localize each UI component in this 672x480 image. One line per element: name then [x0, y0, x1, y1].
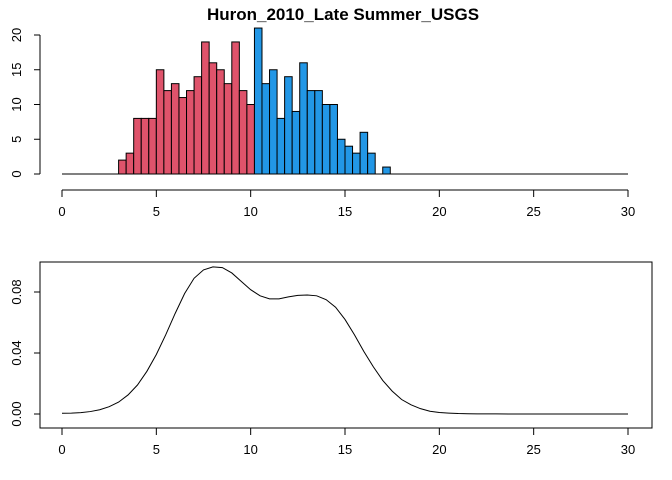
histogram-x-tick-label: 0: [58, 204, 65, 219]
density-x-tick-label: 25: [526, 442, 540, 457]
histogram-bar: [367, 152, 376, 175]
density-curve: [61, 266, 628, 415]
histogram-bar: [253, 27, 263, 175]
histogram-bar: [291, 110, 301, 175]
histogram-y-tick-label: 0: [9, 170, 24, 177]
density-y-tick-label: 0.04: [9, 340, 24, 365]
histogram-bar: [284, 76, 293, 175]
histogram-bar: [321, 104, 331, 175]
histogram-bar: [276, 117, 286, 175]
histogram-bar: [216, 69, 225, 175]
histogram-bar: [163, 90, 172, 175]
density-y-tick-label: 0.00: [9, 401, 24, 426]
histogram-bar: [223, 83, 233, 175]
histogram-y-tick-label: 10: [9, 97, 24, 111]
histogram-bar: [170, 83, 180, 175]
histogram-bar: [329, 104, 338, 175]
histogram-bar: [314, 90, 323, 175]
density-x-tick-label: 30: [621, 442, 635, 457]
histogram-bar: [155, 69, 165, 175]
histogram-x-tick-label: 20: [432, 204, 446, 219]
histogram-bar: [261, 83, 271, 175]
histogram-bar: [352, 152, 361, 175]
histogram-bar: [133, 117, 142, 175]
histogram-panel: 0 5 10 15 20 0 5 10 15 20 25 30: [9, 27, 635, 219]
histogram-bar: [382, 166, 391, 175]
histogram-bar: [238, 90, 248, 175]
histogram-bar: [148, 117, 157, 175]
histogram-bar: [344, 145, 354, 175]
histogram-bar: [359, 131, 369, 175]
histogram-bar: [299, 62, 308, 175]
histogram-y-tick-label: 15: [9, 63, 24, 77]
density-x-tick-label: 15: [338, 442, 352, 457]
histogram-bar: [140, 117, 150, 175]
density-panel: 0.00 0.04 0.08 0 5 10 15 20 25 30: [9, 261, 653, 457]
histogram-x-tick-label: 5: [153, 204, 160, 219]
chart-title: Huron_2010_Late Summer_USGS: [207, 5, 479, 24]
histogram-bar: [246, 104, 255, 175]
density-x-tick-label: 0: [58, 442, 65, 457]
histogram-y-tick-label: 5: [9, 136, 24, 143]
histogram-bar: [186, 90, 195, 175]
histogram-x-tick-label: 25: [526, 204, 540, 219]
histogram-bar: [336, 138, 346, 175]
histogram-bar: [178, 97, 188, 175]
histogram-bar: [231, 41, 240, 175]
histogram-y-tick-label: 20: [9, 28, 24, 42]
histogram-bar: [118, 159, 127, 175]
density-x-tick-label: 10: [243, 442, 257, 457]
density-y-tick-label: 0.08: [9, 279, 24, 304]
histogram-bar: [193, 76, 203, 175]
histogram-bar: [208, 62, 218, 175]
histogram-bar: [201, 41, 210, 175]
histogram-bar: [269, 69, 278, 175]
histogram-x-tick-label: 15: [338, 204, 352, 219]
histogram-bar: [125, 152, 135, 175]
histogram-x-tick-label: 30: [621, 204, 635, 219]
histogram-x-tick-label: 10: [243, 204, 257, 219]
histogram-bar: [306, 90, 316, 175]
density-x-tick-label: 20: [432, 442, 446, 457]
density-x-tick-label: 5: [153, 442, 160, 457]
density-plot-frame: [39, 261, 653, 429]
